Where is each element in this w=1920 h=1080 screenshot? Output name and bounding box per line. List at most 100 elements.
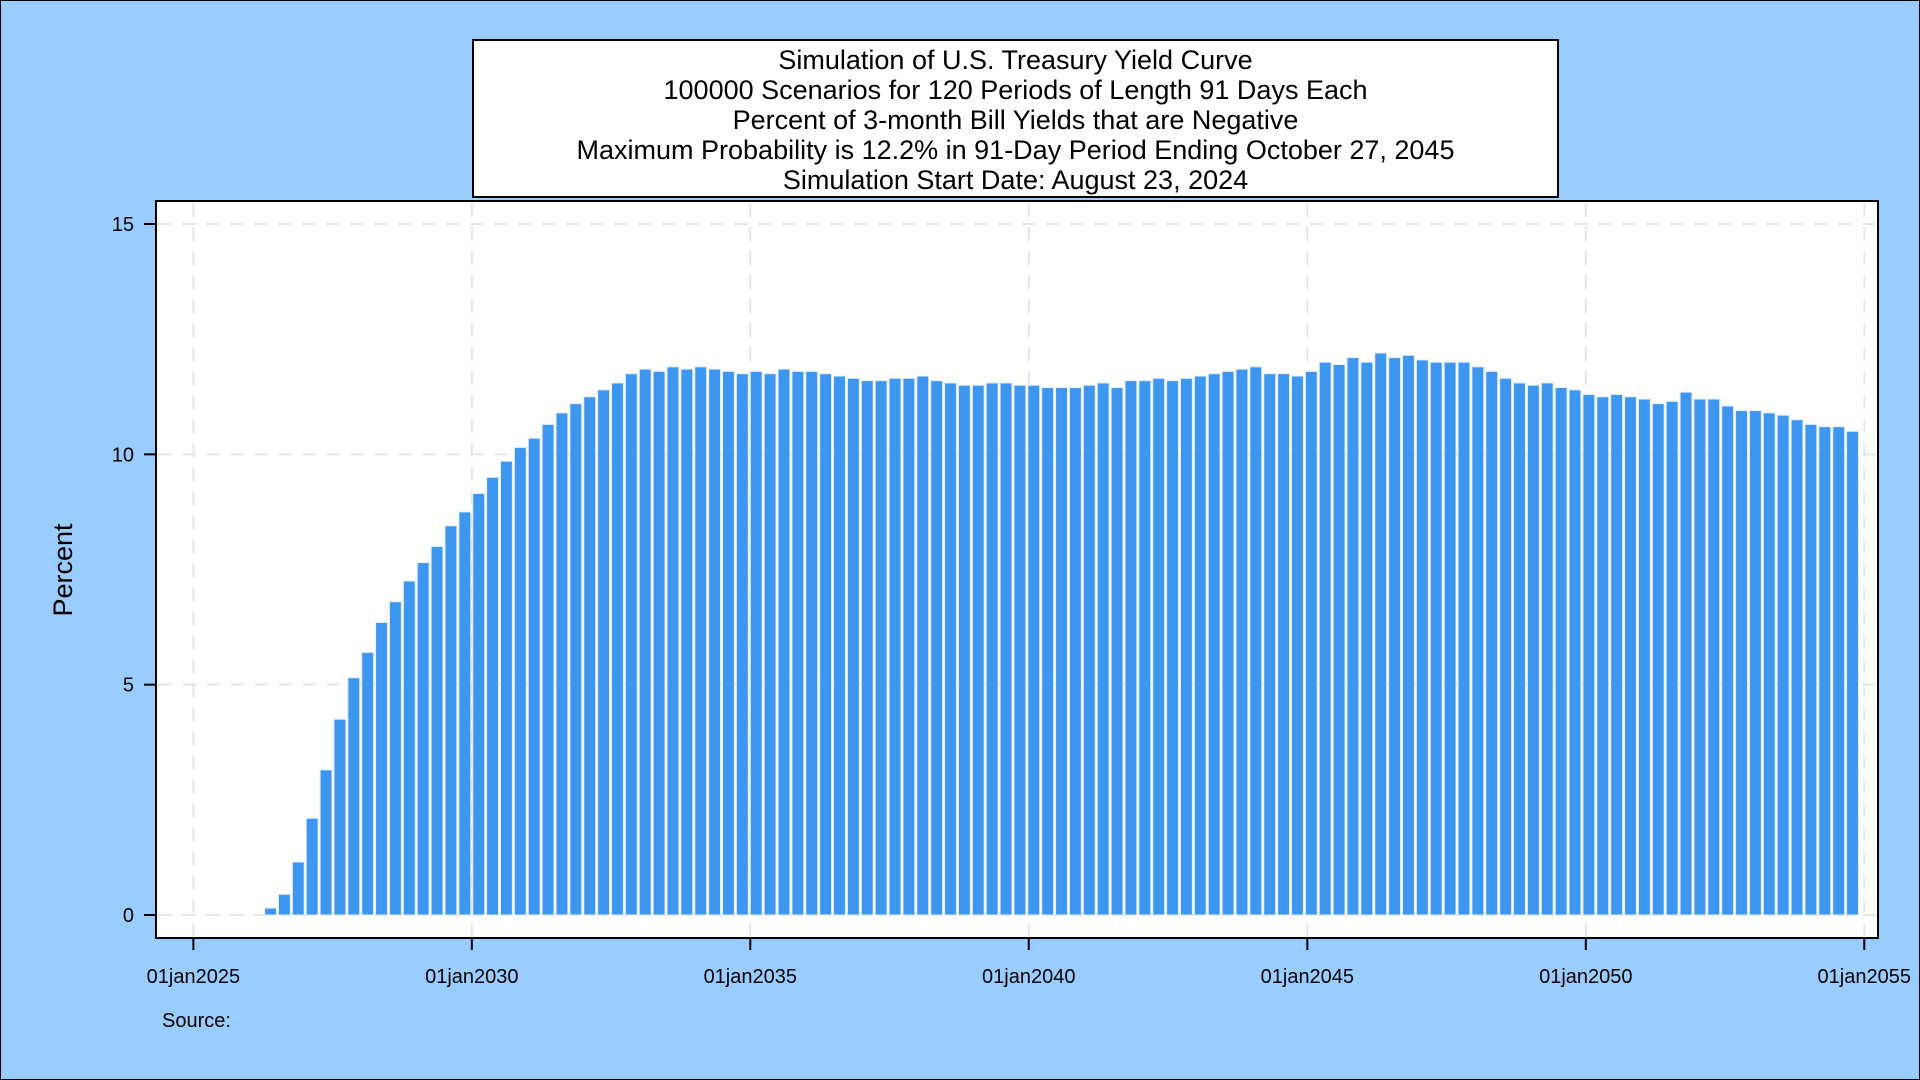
bar [1596, 396, 1610, 916]
bar [1166, 380, 1179, 916]
tick-labels: 0 5 10 15 01jan2025 01jan2030 01jan2035 01jan20… [112, 214, 1911, 988]
bar [402, 580, 416, 916]
bar [1735, 410, 1748, 916]
bar [1471, 366, 1485, 916]
bar [1207, 373, 1221, 916]
bar [1637, 398, 1651, 916]
bar [500, 460, 513, 916]
bar [1526, 384, 1540, 916]
bar [805, 370, 819, 916]
bar [1610, 393, 1624, 916]
bar [1110, 387, 1124, 916]
bar [1318, 361, 1332, 916]
bar [1804, 423, 1818, 916]
bar [375, 621, 388, 916]
bar [1568, 389, 1582, 916]
bar [916, 375, 930, 916]
bar [888, 377, 902, 916]
bar [749, 370, 763, 916]
bar [319, 769, 333, 916]
bar [1540, 382, 1554, 916]
bar [652, 370, 666, 916]
bar [624, 373, 638, 916]
bar [1374, 352, 1388, 916]
bar [791, 370, 805, 916]
bar [513, 446, 527, 916]
bar [305, 817, 319, 916]
bar [333, 718, 347, 916]
bar [583, 396, 597, 916]
bar [874, 380, 888, 916]
chart-title-box: Simulation of U.S. Treasury Yield Curve … [472, 39, 1559, 198]
bar [1193, 375, 1207, 916]
bar [680, 368, 694, 916]
bar [416, 562, 430, 916]
bar [430, 545, 444, 916]
bar [541, 423, 555, 916]
bar [555, 412, 569, 916]
bar [846, 377, 860, 916]
bar [1790, 419, 1804, 916]
bar [486, 476, 500, 916]
bar [291, 861, 305, 916]
bar [1096, 382, 1110, 916]
bar [666, 366, 680, 916]
chart-title-line-2: 100000 Scenarios for 120 Periods of Leng… [663, 75, 1368, 105]
axes [144, 223, 1866, 950]
source-note: Source: [162, 1010, 231, 1032]
bar [944, 382, 957, 916]
bar [1513, 382, 1526, 916]
bar [819, 373, 833, 916]
bar [458, 511, 472, 916]
bar [1651, 403, 1665, 916]
bar [902, 377, 916, 916]
bar [1235, 368, 1249, 916]
bar [597, 389, 611, 916]
bar [860, 380, 874, 916]
y-axis-label: Percent [48, 523, 78, 617]
x-tick-label: 01jan2045 [1261, 966, 1354, 988]
x-tick-label: 01jan2050 [1539, 966, 1632, 988]
x-tick-label: 01jan2035 [704, 966, 797, 988]
bar [985, 382, 999, 916]
bar [1068, 387, 1082, 916]
bar [735, 373, 749, 916]
bar [930, 380, 944, 916]
bar [957, 384, 971, 916]
bar [1055, 387, 1068, 916]
bar [1027, 384, 1041, 916]
bar [763, 373, 777, 916]
bar [1152, 377, 1166, 916]
bar [1499, 377, 1513, 916]
x-tick-label: 01jan2030 [425, 966, 518, 988]
bar [1388, 357, 1402, 916]
bar [1082, 384, 1096, 916]
bar [694, 366, 708, 916]
bar [1707, 398, 1721, 916]
y-tick-label: 10 [112, 444, 134, 466]
bar [1818, 426, 1832, 916]
bar [1041, 387, 1055, 916]
bar [1221, 370, 1235, 916]
bar [388, 601, 402, 916]
bar [1429, 361, 1443, 916]
bar [527, 437, 541, 916]
bar [1679, 391, 1693, 916]
bar [472, 492, 486, 916]
bar [1263, 373, 1277, 916]
bar [1291, 375, 1304, 916]
bar [833, 375, 846, 916]
bar [1013, 384, 1027, 916]
bar [708, 368, 722, 916]
bar [444, 525, 458, 916]
bar [1402, 354, 1415, 916]
bar [999, 382, 1013, 916]
bar [1124, 380, 1138, 916]
bar [347, 677, 361, 916]
bar [971, 384, 985, 916]
y-tick-label: 15 [112, 214, 134, 236]
y-tick-label: 5 [123, 675, 134, 697]
bar [569, 403, 583, 916]
bar [722, 370, 735, 916]
